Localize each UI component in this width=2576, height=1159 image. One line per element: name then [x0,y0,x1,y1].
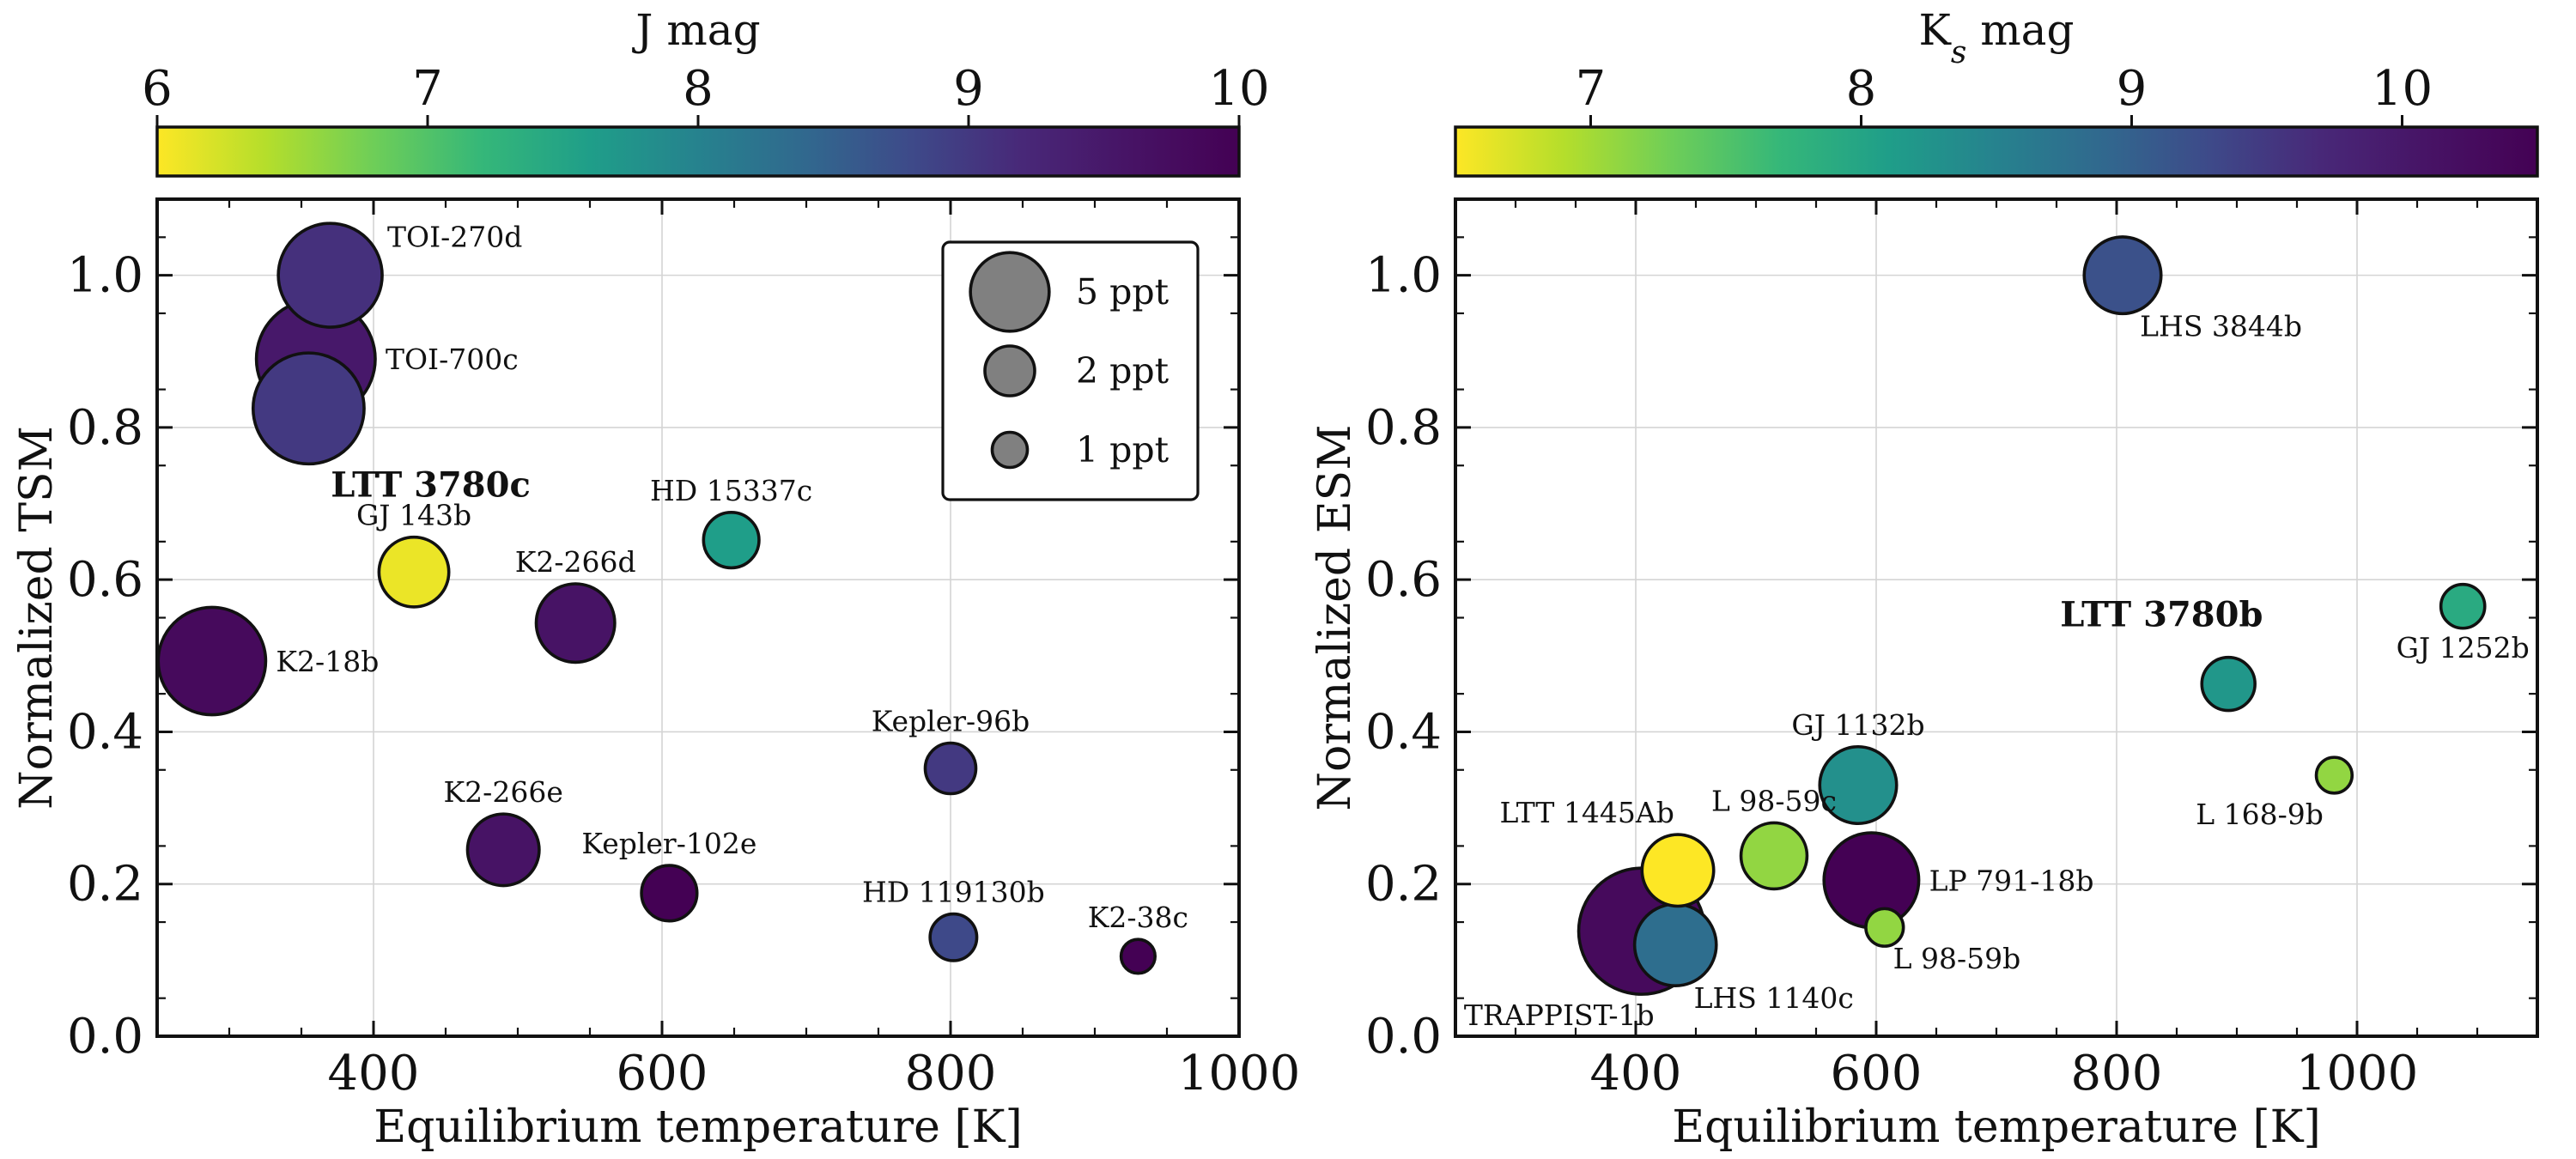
colorbar-tick-label: 8 [683,61,714,117]
legend-label: 5 ppt [1076,271,1170,313]
legend-label: 2 ppt [1076,350,1170,391]
colorbar-tick-label: 9 [953,61,984,117]
legend-marker [990,430,1030,470]
point-label: Kepler-96b [872,705,1030,738]
point-label: GJ 143b [356,499,471,532]
point-label: GJ 1132b [1791,708,1924,742]
point-label: LP 791-18b [1929,864,2094,897]
colorbar-tick-label: 8 [1846,61,1877,117]
y-tick-label: 1.0 [1365,248,1442,304]
colorbar-title-suffix: mag [1966,5,2074,55]
data-point [534,582,617,664]
colorbar-title-main: K [1919,5,1953,55]
data-point [702,510,761,570]
point-label: K2-266d [515,545,636,579]
data-point [640,864,699,923]
x-tick-label: 800 [2071,1046,2163,1101]
legend-marker [969,251,1051,333]
x-tick-label: 1000 [2296,1046,2419,1101]
point-label: LTT 3780c [331,464,531,505]
legend-label: 1 ppt [1076,429,1170,470]
colorbar-tick-label: 10 [1208,61,1269,117]
point-label: TOI-700c [386,343,519,376]
data-point [2200,655,2257,713]
y-tick-label: 0.8 [1365,400,1442,456]
point-label: HD 15337c [650,474,812,507]
data-point [1640,833,1716,908]
point-label: LHS 3844b [2140,309,2302,343]
data-point [1739,821,1809,891]
y-tick-label: 0.0 [67,1009,143,1065]
x-axis-title: Equilibrium temperature [K] [374,1101,1023,1153]
point-label: L 98-59b [1893,942,2021,975]
data-point [377,535,451,609]
y-axis-title: Normalized TSM [11,426,63,810]
x-tick-label: 600 [1831,1046,1923,1101]
x-tick-label: 400 [1590,1046,1682,1101]
y-tick-label: 0.6 [67,552,143,608]
colorbar-tick-label: 9 [2117,61,2148,117]
colorbar-tick-label: 7 [412,61,443,117]
x-tick-label: 1000 [1178,1046,1301,1101]
data-point [923,741,978,796]
y-tick-label: 0.4 [1365,704,1442,760]
data-point [928,912,979,962]
point-label: K2-38c [1088,901,1188,934]
point-label: K2-18b [276,645,379,678]
data-point [2439,582,2487,630]
y-tick-label: 0.6 [1365,552,1442,608]
y-tick-label: 0.8 [67,400,143,456]
panel-right: 7 8 9 10 Ks mag LHS 3844b GJ 1252b LTT 3780b L 1… [1309,5,2539,1153]
data-point [251,351,366,466]
point-label: Kepler-102e [581,827,756,860]
colorbar-title: J mag [631,5,760,55]
y-tick-label: 0.0 [1365,1009,1442,1065]
data-point [465,812,541,888]
data-point [1119,938,1157,975]
y-tick-label: 0.4 [67,704,143,760]
legend: 5 ppt 2 ppt 1 ppt [941,240,1200,501]
data-point [276,221,384,329]
x-tick-label: 600 [617,1046,708,1101]
colorbar-tick-label: 6 [142,61,173,117]
colorbar-gradient [155,125,1241,178]
data-point [2082,235,2163,316]
colorbar-title: Ks mag [1919,5,2075,70]
point-label: K2-266e [444,775,563,809]
y-tick-label: 0.2 [67,857,143,913]
point-label: LTT 1445Ab [1500,796,1674,829]
point-label: LTT 3780b [2060,595,2263,635]
x-tick-label: 400 [328,1046,420,1101]
data-point [1864,907,1905,948]
y-tick-label: 1.0 [67,248,143,304]
colorbar-gradient [1454,125,2539,178]
y-axis-title: Normalized ESM [1309,424,1361,810]
legend-marker [983,344,1036,397]
colorbar-title-main: J mag [631,5,760,55]
data-point [1632,902,1718,988]
colorbar-tick-label: 10 [2372,61,2433,117]
x-tick-label: 800 [905,1046,997,1101]
data-point [156,605,268,717]
colorbar-title-subscript: s [1951,35,1966,70]
point-label: L 168-9b [2196,798,2324,831]
point-label: L 98-59c [1711,784,1837,817]
point-label: GJ 1252b [2397,631,2530,664]
colorbar-tick-label: 7 [1576,61,1607,117]
point-label: TOI-270d [387,220,522,253]
data-point [1818,744,1899,826]
point-label: LHS 1140c [1694,981,1854,1015]
point-label: HD 119130b [862,876,1045,909]
x-axis-title: Equilibrium temperature [K] [1672,1101,2321,1153]
point-label: TRAPPIST-1b [1464,998,1655,1032]
y-tick-label: 0.2 [1365,857,1442,913]
data-point [2314,755,2354,795]
